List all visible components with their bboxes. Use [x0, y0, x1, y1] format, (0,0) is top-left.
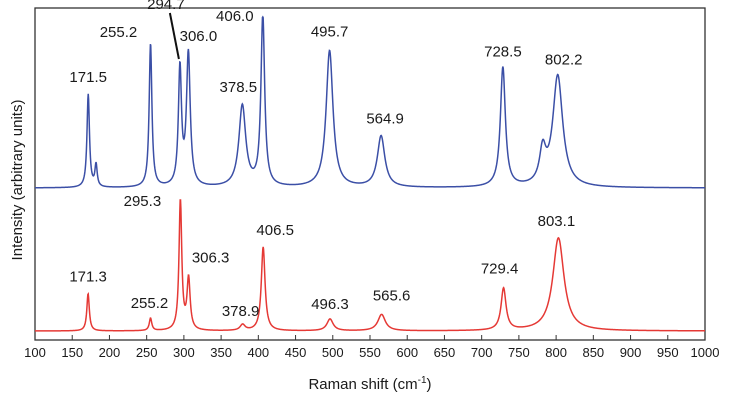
x-tick-label: 850: [582, 345, 604, 360]
x-tick-label: 500: [322, 345, 344, 360]
peak-leader-line: [168, 12, 180, 60]
x-tick-label: 200: [99, 345, 121, 360]
x-tick-label: 600: [396, 345, 418, 360]
x-tick-label: 300: [173, 345, 195, 360]
spectrum-line-1: [34, 15, 705, 189]
x-tick-label: 800: [545, 345, 567, 360]
peak-label-1-171-5: 171.5: [69, 69, 107, 86]
y-axis-title: Intensity (arbitrary units): [9, 100, 26, 261]
peak-label-1-495-7: 495.7: [311, 23, 349, 40]
x-tick-label: 1000: [691, 345, 720, 360]
x-tick-label: 900: [620, 345, 642, 360]
peak-label-1-378-5: 378.5: [220, 79, 258, 96]
x-tick-label: 450: [285, 345, 307, 360]
peak-label-2-255-2: 255.2: [131, 295, 169, 312]
peak-label-2-565-6: 565.6: [373, 287, 411, 304]
peak-label-2-729-4: 729.4: [481, 261, 519, 278]
peak-label-2-378-9: 378.9: [222, 303, 260, 320]
x-tick-label: 550: [359, 345, 381, 360]
peak-label-1-406-0: 406.0: [216, 8, 254, 25]
peak-label-2-306-3: 306.3: [192, 250, 230, 267]
x-axis-title: Raman shift (cm-1): [308, 375, 431, 393]
x-tick-label: 400: [247, 345, 269, 360]
peak-label-2-171-3: 171.3: [69, 269, 107, 286]
peak-label-1-728-5: 728.5: [484, 44, 522, 61]
spectrum-line-2: [35, 199, 705, 332]
peak-label-2-496-3: 496.3: [311, 296, 349, 313]
x-tick-label: 700: [471, 345, 493, 360]
x-tick-label: 650: [434, 345, 456, 360]
peak-label-1-802-2: 802.2: [545, 52, 583, 69]
peak-label-2-803-1: 803.1: [538, 213, 576, 230]
peak-label-1-255-2: 255.2: [100, 24, 138, 41]
peak-label-2-406-5: 406.5: [256, 222, 294, 239]
plot-frame: [34, 7, 706, 341]
x-tick-label: 750: [508, 345, 530, 360]
peak-label-1-564-9: 564.9: [366, 111, 404, 128]
peak-label-1-306-0: 306.0: [180, 28, 218, 45]
x-axis-title-superscript: -1: [418, 375, 427, 386]
peak-label-2-295-3: 295.3: [124, 193, 162, 210]
peak-label-1-294-7: 294.7: [147, 0, 185, 13]
x-tick-label: 350: [210, 345, 232, 360]
series-layer: [34, 15, 705, 332]
x-tick-label: 250: [136, 345, 158, 360]
x-axis-ticks: 100 150 200 250 300 350 400 450 500 550 600 650 700 7…: [24, 335, 719, 360]
peak-label-layer: 171.5 255.2 294.7 306.0 378.5 406.0 495.7 564.9…: [69, 0, 582, 320]
x-tick-label: 950: [657, 345, 679, 360]
x-tick-label: 150: [61, 345, 83, 360]
x-tick-label: 100: [24, 345, 46, 360]
